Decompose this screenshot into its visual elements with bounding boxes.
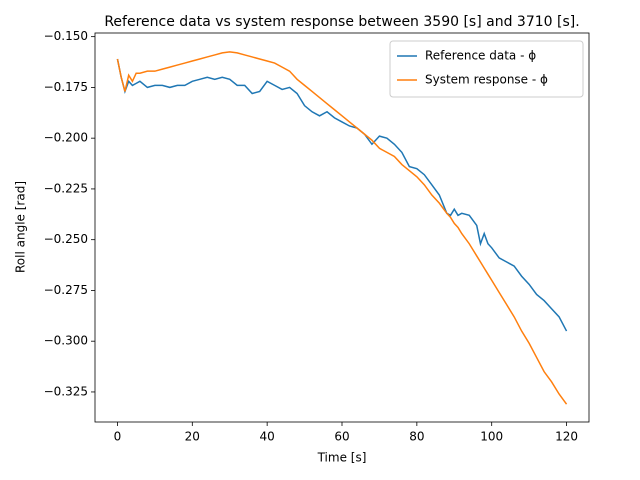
x-tick-label: 100 <box>480 430 503 444</box>
x-tick-label: 120 <box>555 430 578 444</box>
legend-label: System response - ϕ <box>425 73 548 87</box>
y-tick-label: −0.275 <box>44 283 88 297</box>
x-axis-label: Time [s] <box>317 451 367 465</box>
y-tick-label: −0.150 <box>44 29 88 43</box>
data-line <box>116 51 568 405</box>
x-tick-label: 20 <box>185 430 200 444</box>
data-line <box>116 58 568 332</box>
y-tick-label: −0.250 <box>44 232 88 246</box>
x-tick-label: 60 <box>334 430 349 444</box>
x-tick-label: 80 <box>409 430 424 444</box>
y-tick-label: −0.300 <box>44 334 88 348</box>
x-tick-label: 0 <box>114 430 122 444</box>
legend-label: Reference data - ϕ <box>425 49 536 63</box>
y-tick-label: −0.200 <box>44 131 88 145</box>
y-axis-label: Roll angle [rad] <box>14 181 28 273</box>
y-tick-label: −0.325 <box>44 384 88 398</box>
x-tick-label: 40 <box>260 430 275 444</box>
y-tick-label: −0.175 <box>44 80 88 94</box>
chart-title: Reference data vs system response betwee… <box>104 14 579 30</box>
plot-frame <box>94 32 590 423</box>
legend-box <box>389 40 584 98</box>
y-tick-label: −0.225 <box>44 181 88 195</box>
